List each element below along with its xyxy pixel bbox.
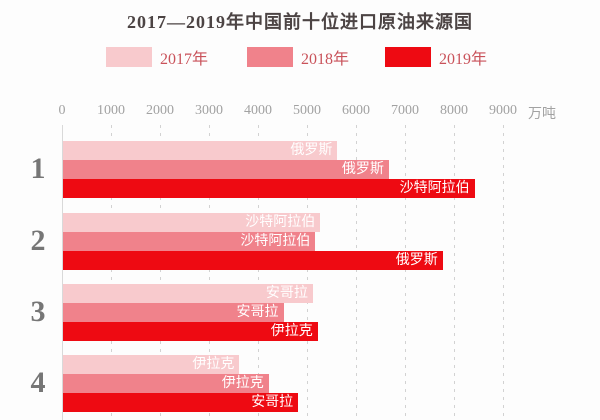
axis-unit-label: 万吨: [528, 107, 556, 122]
vertical-gridline: [258, 125, 259, 420]
legend-label-2018: 2018年: [301, 51, 350, 68]
legend-label-2017: 2017年: [160, 51, 209, 68]
bar-2018-rank2: 沙特阿拉伯: [63, 232, 316, 251]
vertical-gridline: [209, 125, 210, 420]
bar-country-label: 安哥拉: [265, 286, 308, 301]
bar-country-label: 伊拉克: [221, 376, 264, 391]
rank-number: 1: [30, 152, 46, 185]
bar-2019-rank4: 安哥拉: [63, 393, 299, 412]
legend-swatch-2017: [106, 47, 152, 67]
x-tick-label: 5000: [293, 103, 321, 118]
bar-2019-rank1: 沙特阿拉伯: [63, 179, 475, 198]
x-tick-label: 0: [58, 103, 66, 118]
x-tick-label: 1000: [97, 103, 125, 118]
legend-item-2017: 2017年: [106, 46, 208, 68]
x-tick-label: 2000: [146, 103, 174, 118]
rank-number: 3: [30, 295, 46, 328]
bar-country-label: 沙特阿拉伯: [240, 234, 311, 249]
rank-number: 4: [30, 366, 46, 399]
bar-country-label: 安哥拉: [251, 395, 294, 410]
vertical-gridline: [405, 125, 406, 420]
vertical-gridline: [503, 125, 504, 420]
bar-country-label: 伊拉克: [192, 357, 235, 372]
legend-item-2018: 2018年: [247, 46, 349, 68]
bar-country-label: 沙特阿拉伯: [245, 215, 316, 230]
vertical-gridline: [111, 125, 112, 420]
bar-2017-rank2: 沙特阿拉伯: [63, 213, 321, 232]
x-axis: 万吨 0 1000 2000 3000 4000 5000 6000 7000 8000 9000: [0, 103, 600, 123]
vertical-gridline: [356, 125, 357, 420]
x-tick-label: 6000: [342, 103, 370, 118]
rank-number: 2: [30, 224, 46, 257]
bar-country-label: 沙特阿拉伯: [399, 181, 470, 196]
x-tick-label: 3000: [195, 103, 223, 118]
x-tick-label: 9000: [489, 103, 517, 118]
bar-2018-rank4: 伊拉克: [63, 374, 269, 393]
bar-country-label: 伊拉克: [270, 324, 313, 339]
bar-2019-rank3: 伊拉克: [63, 322, 318, 341]
bar-country-label: 俄罗斯: [395, 253, 438, 268]
x-tick-label: 4000: [244, 103, 272, 118]
bar-2017-rank1: 俄罗斯: [63, 141, 338, 160]
vertical-gridline: [307, 125, 308, 420]
x-tick-label: 7000: [391, 103, 419, 118]
y-axis-line: [62, 125, 63, 420]
bar-country-label: 俄罗斯: [290, 143, 333, 158]
bar-country-label: 安哥拉: [236, 305, 279, 320]
legend-swatch-2019: [385, 47, 431, 67]
x-tick-label: 8000: [440, 103, 468, 118]
legend-item-2019: 2019年: [385, 46, 487, 68]
bar-2018-rank1: 俄罗斯: [63, 160, 389, 179]
bar-2019-rank2: 俄罗斯: [63, 251, 443, 270]
legend-label-2019: 2019年: [439, 51, 488, 68]
plot-area: 1 俄罗斯 俄罗斯 沙特阿拉伯 2 沙特阿拉伯 沙特阿拉伯 俄罗斯 3 安哥拉 安哥拉 伊拉克 4 伊拉克…: [0, 125, 600, 420]
legend-swatch-2018: [247, 47, 293, 67]
bar-country-label: 俄罗斯: [341, 162, 384, 177]
vertical-gridline: [454, 125, 455, 420]
bar-2018-rank3: 安哥拉: [63, 303, 284, 322]
chart-title: 2017—2019年中国前十位进口原油来源国: [127, 12, 473, 32]
vertical-gridline: [160, 125, 161, 420]
bar-2017-rank3: 安哥拉: [63, 284, 313, 303]
bar-2017-rank4: 伊拉克: [63, 355, 240, 374]
